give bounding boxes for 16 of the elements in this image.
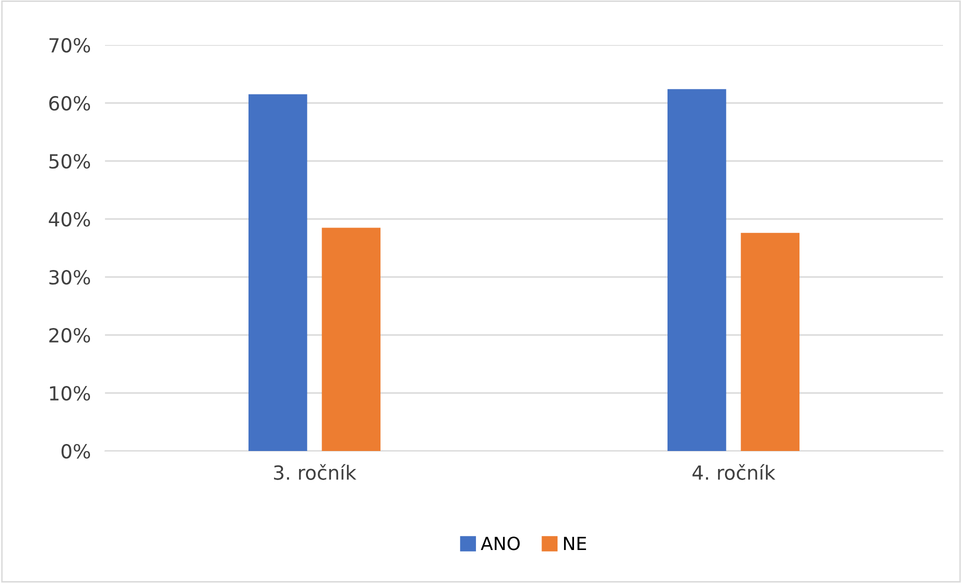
- y-tick-label: 10%: [50, 386, 90, 401]
- y-tick-label: 60%: [49, 96, 90, 111]
- bar: [740, 232, 800, 451]
- x-tick-label: 4. ročník: [692, 464, 776, 480]
- x-tick-label: 3. ročník: [274, 464, 356, 480]
- legend-label: ANO: [480, 536, 520, 550]
- bar: [668, 89, 726, 451]
- y-tick-label: 40%: [48, 212, 90, 227]
- y-tick-label: 20%: [49, 328, 90, 343]
- y-tick-label: 30%: [49, 270, 90, 285]
- y-tick-label: 50%: [49, 154, 90, 169]
- y-tick-label: 70%: [49, 38, 90, 53]
- bar: [322, 228, 380, 451]
- y-tick-label: 0%: [62, 444, 90, 459]
- legend-label: NE: [564, 536, 586, 550]
- bar: [248, 94, 308, 451]
